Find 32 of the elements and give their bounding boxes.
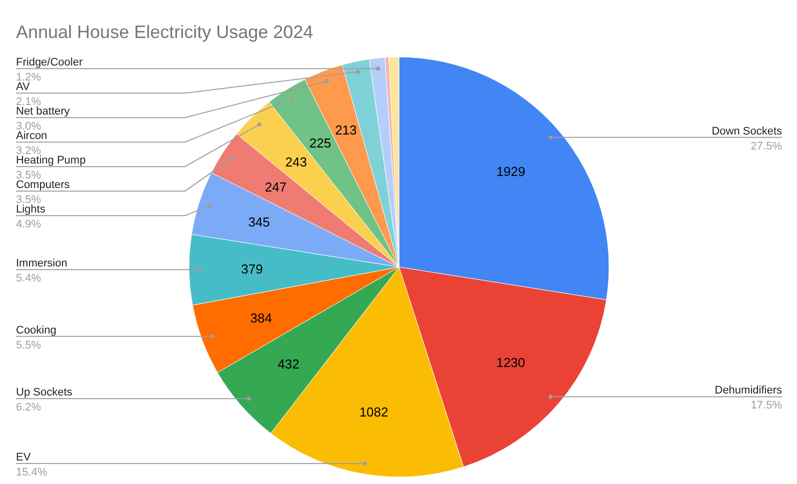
slice-label: Up Sockets (16, 386, 73, 399)
data-label: 247 (264, 179, 287, 194)
data-label: 379 (241, 261, 263, 276)
slice-label: Dehumidifiers (714, 384, 782, 397)
data-label: 1230 (496, 355, 526, 370)
slice-label: Cooking (16, 324, 56, 336)
data-label: 225 (309, 135, 332, 150)
slice-label: Immersion (16, 258, 68, 270)
data-label: 432 (278, 356, 300, 372)
text: 5.4% (16, 272, 42, 285)
text: 17.5% (750, 400, 782, 412)
text: 15.4% (16, 466, 48, 479)
text: 4.9% (16, 218, 42, 231)
slice-label: Down Sockets (712, 125, 782, 138)
slice-label: Aircon (16, 130, 48, 142)
slice-label: EV (16, 452, 32, 464)
data-label: 213 (335, 122, 357, 138)
text: 5.5% (16, 339, 42, 352)
slice-label: Computers (16, 179, 70, 192)
data-label: 345 (248, 214, 270, 230)
data-label: 384 (250, 310, 272, 326)
data-label: 243 (285, 154, 307, 170)
text: 6.2% (16, 402, 42, 414)
data-label: 1082 (359, 404, 388, 420)
text: 27.5% (750, 140, 782, 152)
slice-label: Lights (16, 204, 46, 216)
chart-title: Annual House Electricity Usage 2024 (16, 22, 314, 42)
slice-label: AV (16, 81, 31, 94)
slice-label: Net battery (16, 106, 70, 118)
slice-label: Heating Pump (16, 154, 86, 167)
data-label: 1929 (496, 164, 526, 180)
slice-label: Fridge/Cooler (16, 56, 83, 69)
